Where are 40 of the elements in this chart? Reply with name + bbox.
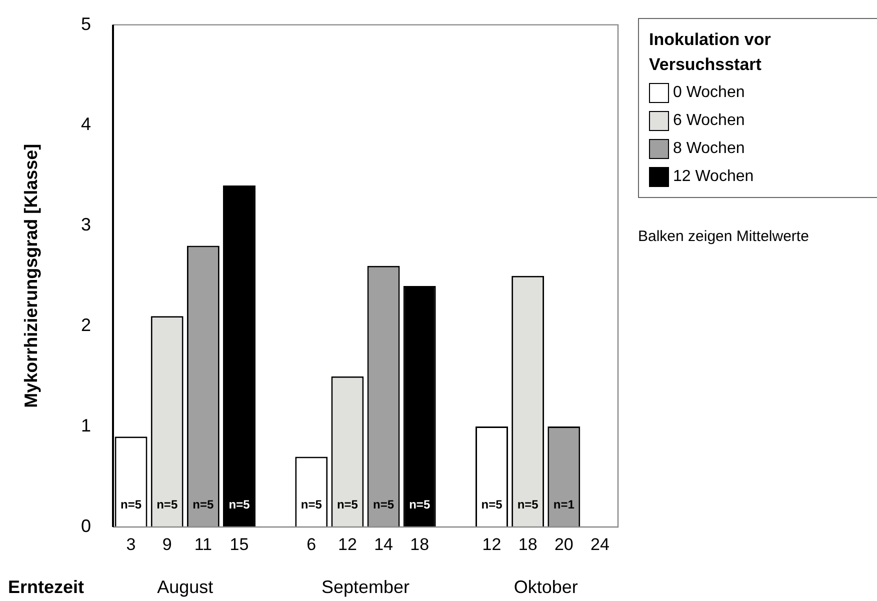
annotation: n=5: [373, 497, 394, 512]
x-tick-label: 12: [482, 534, 502, 554]
text: Oktober: [514, 576, 578, 597]
x-tick-label: 20: [554, 534, 574, 554]
x-tick-label: 6: [306, 534, 316, 554]
annotation: n=5: [192, 497, 214, 512]
x-tick-label: 18: [410, 534, 430, 554]
legend-label: 12 Wochen: [673, 168, 754, 186]
y-tick-label: 4: [80, 114, 91, 134]
annotation: n=1: [553, 497, 575, 512]
y-axis-title: Mykorrhizierungsgrad [Klasse]: [20, 144, 41, 408]
annotation: n=5: [156, 497, 178, 512]
y-tick-label: 0: [80, 516, 91, 536]
annotation: n=5: [409, 497, 430, 512]
x-tick-label: 24: [590, 534, 610, 554]
x-tick-label: 3: [126, 534, 136, 554]
x-tick-label: 12: [338, 534, 357, 554]
y-tick-label: 5: [80, 14, 91, 34]
x-tick-label: 18: [518, 534, 538, 554]
legend-label: 8 Wochen: [673, 140, 745, 158]
y-tick-label: 3: [80, 214, 91, 235]
y-tick-label: 2: [80, 315, 91, 336]
annotation: n=5: [300, 497, 322, 512]
text: August: [157, 576, 214, 597]
x-tick-label: 11: [194, 534, 212, 554]
annotation: n=5: [120, 497, 142, 512]
x-tick-label: 14: [374, 534, 393, 554]
legend-label: 0 Wochen: [673, 84, 745, 102]
y-tick-label: 1: [80, 416, 91, 436]
text: September: [321, 576, 410, 597]
legend-title: Inokulation vor Versuchsstart: [649, 29, 772, 76]
x-tick-label: 15: [230, 534, 249, 554]
annotation: n=5: [228, 497, 250, 512]
legend-label: 6 Wochen: [673, 112, 745, 130]
annotation: n=5: [517, 497, 539, 512]
x-tick-label: 9: [162, 534, 172, 554]
annotation: n=5: [481, 497, 503, 512]
annotation: n=5: [336, 497, 358, 512]
text: Balken zeigen Mittelwerte: [638, 228, 809, 245]
x-axis-title: Erntezeit: [8, 576, 84, 597]
